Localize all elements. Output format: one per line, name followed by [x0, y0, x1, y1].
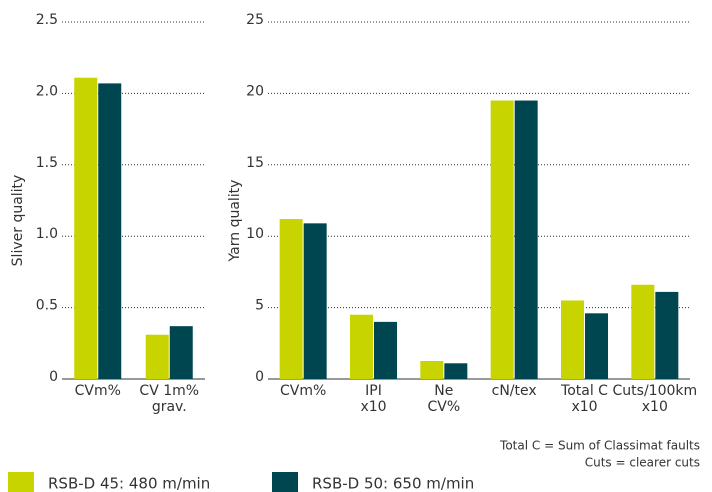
y-tick-label: 20: [246, 83, 264, 99]
y-tick-label: 0: [49, 369, 58, 385]
y-tick-label: 0.5: [36, 298, 58, 314]
bar: [74, 77, 98, 379]
y-tick-label: 1.0: [36, 226, 58, 242]
bar: [655, 291, 679, 379]
legend-label: RSB-D 45: 480 m/min: [48, 475, 210, 492]
bar: [514, 100, 538, 379]
y-tick-label: 1.5: [36, 155, 58, 171]
x-tick-label: CVm%: [280, 383, 327, 399]
legend-label: RSB-D 50: 650 m/min: [312, 475, 474, 492]
x-tick-label: IPI x10: [360, 383, 387, 415]
x-tick-label: Total C x10: [561, 383, 608, 415]
y-tick-label: 15: [246, 155, 264, 171]
x-tick-label: Ne CV%: [427, 383, 461, 415]
x-tick-label: CVm%: [74, 383, 121, 399]
bar: [585, 313, 608, 379]
annotation: Total C = Sum of Classimat faults: [499, 439, 700, 453]
x-tick-label: cN/tex: [491, 383, 537, 399]
bar: [490, 100, 514, 379]
bar: [444, 363, 468, 379]
bar: [420, 361, 444, 379]
bar: [169, 326, 193, 379]
bar: [631, 284, 655, 379]
bar: [279, 219, 303, 379]
bar: [98, 83, 122, 380]
y-tick-label: 2.0: [36, 83, 58, 99]
x-tick-label: CV 1m% grav.: [139, 383, 200, 415]
y-tick-label: 5: [255, 298, 264, 314]
y-tick-label: 25: [246, 12, 264, 28]
bar: [145, 334, 169, 379]
bar: [303, 223, 327, 379]
y-axis-title: Yarn quality: [227, 180, 243, 263]
y-tick-label: 10: [246, 226, 264, 242]
annotation: Cuts = clearer cuts: [585, 456, 700, 470]
y-tick-label: 0: [255, 369, 264, 385]
legend-swatch: [8, 472, 34, 492]
bar: [374, 321, 397, 379]
y-axis-title: Sliver quality: [10, 175, 26, 267]
bar: [350, 314, 373, 379]
y-tick-label: 2.5: [36, 12, 58, 28]
bar: [561, 300, 584, 379]
x-tick-label: Cuts/100km x10: [612, 383, 698, 415]
legend-swatch: [272, 472, 298, 492]
